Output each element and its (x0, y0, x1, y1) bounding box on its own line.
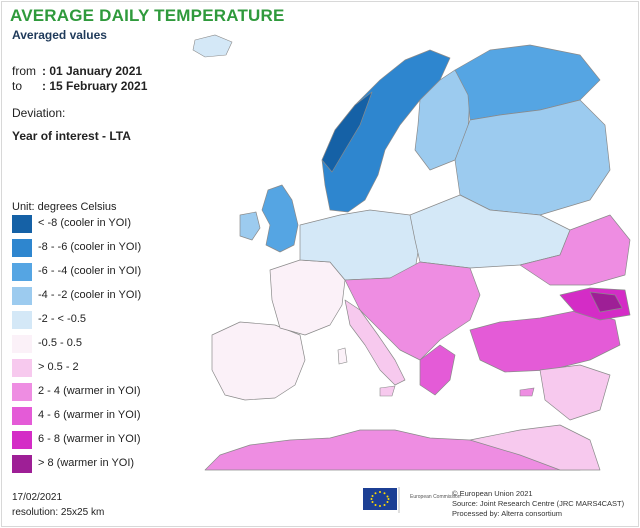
legend-item: < -8 (cooler in YOI) (12, 215, 182, 233)
region-caucasus-core (589, 291, 623, 313)
legend-item: 4 - 6 (warmer in YOI) (12, 407, 182, 425)
region-north-africa-east (469, 424, 601, 471)
credit-processed: Processed by: Alterra consortium (452, 509, 563, 518)
legend-label: 6 - 8 (warmer in YOI) (38, 433, 141, 445)
legend-swatch (12, 383, 32, 401)
legend-label: 4 - 6 (warmer in YOI) (38, 409, 141, 421)
footer-resolution: resolution: 25x25 km (12, 507, 105, 518)
legend-swatch (12, 215, 32, 233)
legend-label: -0.5 - 0.5 (38, 337, 83, 349)
map-land (204, 44, 631, 471)
legend-unit: Unit: degrees Celsius (12, 201, 117, 213)
legend-swatch (12, 335, 32, 353)
region-italy (344, 299, 406, 386)
legend-label: 2 - 4 (warmer in YOI) (38, 385, 141, 397)
period-from-label: from (12, 64, 36, 78)
region-cyprus (519, 387, 535, 397)
legend-item: > 0.5 - 2 (12, 359, 182, 377)
region-turkey (469, 309, 621, 373)
legend-label: -4 - -2 (cooler in YOI) (38, 289, 142, 301)
period-to-value: : 15 February 2021 (42, 79, 148, 93)
legend-label: > 8 (warmer in YOI) (38, 457, 135, 469)
legend-swatch (12, 263, 32, 281)
region-norway-coast (321, 91, 373, 173)
region-sardinia (337, 347, 348, 365)
map-title: AVERAGE DAILY TEMPERATURE (10, 6, 285, 25)
legend-item: -6 - -4 (cooler in YOI) (12, 263, 182, 281)
legend-swatch (12, 239, 32, 257)
period-from-value: : 01 January 2021 (42, 64, 143, 78)
legend-item: -4 - -2 (cooler in YOI) (12, 287, 182, 305)
legend-item: -0.5 - 0.5 (12, 335, 182, 353)
deviation-value: Year of interest - LTA (12, 129, 131, 143)
legend-swatch (12, 359, 32, 377)
legend-label: -2 - < -0.5 (38, 313, 86, 325)
eu-logo-caption: European Commission (410, 494, 461, 500)
region-balkans (344, 261, 481, 361)
legend-item: -2 - < -0.5 (12, 311, 182, 329)
credit-copyright: © European Union 2021 (452, 489, 533, 498)
region-iberia (211, 321, 306, 401)
credits: © European Union 2021 Source: Joint Rese… (452, 489, 624, 519)
legend-item: 2 - 4 (warmer in YOI) (12, 383, 182, 401)
legend-swatch (12, 407, 32, 425)
period-to-label: to (12, 79, 23, 93)
region-sicily (379, 385, 396, 397)
region-iceland (192, 34, 233, 58)
period-from: from : 01 January 2021 (12, 64, 142, 78)
legend-item: -8 - -6 (cooler in YOI) (12, 239, 182, 257)
legend-item: > 8 (warmer in YOI) (12, 455, 182, 473)
legend-swatch (12, 455, 32, 473)
deviation-label: Deviation: (12, 106, 66, 120)
region-france (269, 259, 346, 336)
legend-item: 6 - 8 (warmer in YOI) (12, 431, 182, 449)
footer-date: 17/02/2021 (12, 492, 63, 503)
map-islands (192, 34, 535, 397)
legend-label: < -8 (cooler in YOI) (38, 217, 132, 229)
eu-flag-icon (357, 485, 407, 515)
legend-swatch (12, 311, 32, 329)
region-ireland (239, 211, 261, 241)
legend-label: -8 - -6 (cooler in YOI) (38, 241, 142, 253)
legend-label: -6 - -4 (cooler in YOI) (38, 265, 142, 277)
credit-source: Source: Joint Research Centre (JRC MARS4… (452, 499, 625, 508)
map-subtitle: Averaged values (12, 28, 107, 42)
region-greece (419, 344, 456, 396)
region-south-russia (519, 214, 631, 286)
legend-swatch (12, 287, 32, 305)
region-great-britain (261, 184, 299, 253)
legend-swatch (12, 431, 32, 449)
period-to: to : 15 February 2021 (12, 79, 147, 93)
region-levant (539, 364, 611, 421)
legend-label: > 0.5 - 2 (38, 361, 79, 373)
